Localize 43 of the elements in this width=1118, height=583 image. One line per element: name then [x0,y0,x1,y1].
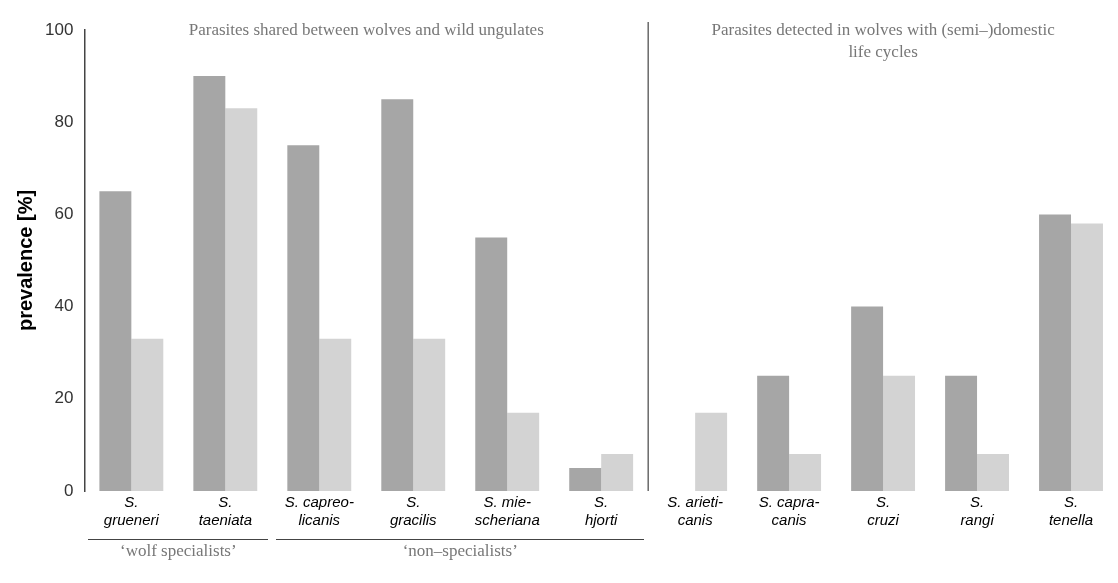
annotation: Parasites shared between wolves and wild ungulates [188,19,544,39]
bar [413,338,446,491]
x-tick-label: S. grueneri [103,493,160,529]
y-axis-title: prevalence [%] [13,189,36,332]
y-tick-label: 20 [54,388,74,408]
bar [99,191,132,491]
bar [945,375,978,491]
x-tick-label: S. cruzi [867,493,900,529]
x-tick-label: S. arieti- canis [667,493,724,529]
bar [851,306,884,491]
bar [1039,214,1072,491]
x-tick-label: S. capreo- licanis [284,493,354,529]
bar [977,454,1009,491]
bar [507,412,540,491]
bar [225,108,258,491]
y-tick-label: 60 [54,204,74,224]
bar [287,145,320,491]
y-tick-label: 40 [54,296,74,316]
bar [381,99,414,491]
y-tick-label: 100 [44,19,74,39]
x-tick-label: S. mie- scheriana [474,493,540,529]
x-tick-label: S. capra- canis [758,493,820,529]
x-tick-label: S. taeniata [198,493,253,529]
x-tick-label: S. tenella [1048,493,1094,529]
bar [131,338,164,491]
bar [193,76,226,491]
x-tick-label: S. hjorti [584,493,619,529]
bar [757,375,790,491]
bar [319,338,352,491]
annotation: Parasites detected in wolves with (semi–)domestic life cycles [711,19,1056,61]
text: ‘non–specialists’ [402,540,518,560]
bar [475,237,508,491]
y-tick-label: 0 [63,480,74,500]
bar [883,375,916,491]
bar [789,454,822,491]
x-tick-label: S. gracilis [389,493,438,529]
x-tick-label: S. rangi [960,493,995,529]
bar [1071,223,1103,491]
bar [601,454,634,491]
y-tick-label: 80 [54,111,74,131]
bar [695,412,728,491]
bar [569,467,602,491]
text: ‘wolf specialists’ [120,540,237,560]
